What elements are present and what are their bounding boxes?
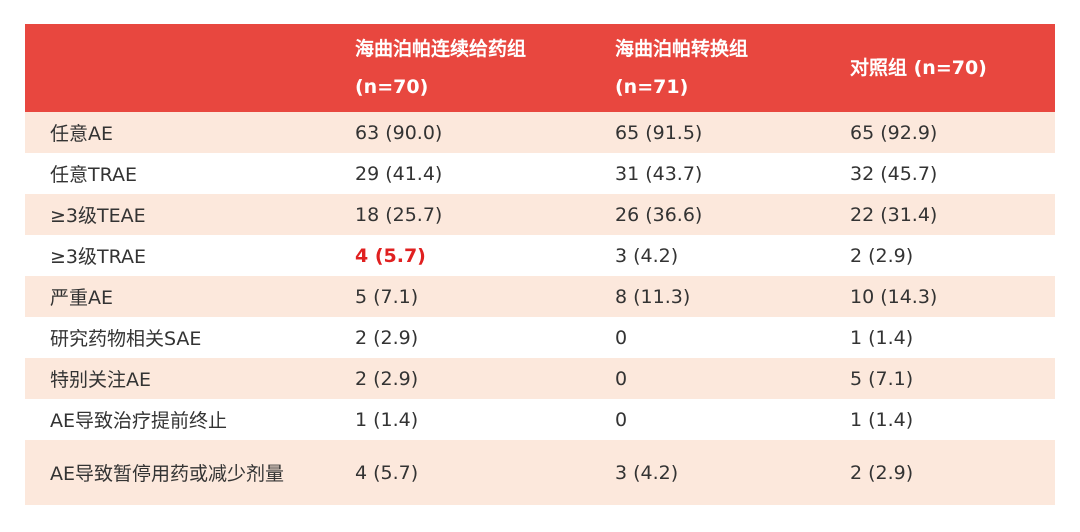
- table-row: 任意AE 63 (90.0) 65 (91.5) 65 (92.9): [25, 112, 1055, 153]
- header-cell: 对照组 (n=70): [850, 24, 1055, 112]
- value-cell: 0: [615, 408, 628, 431]
- value-cell: 63 (90.0): [355, 112, 615, 153]
- row-label: ≥3级TRAE: [50, 246, 147, 268]
- row-label: 任意TRAE: [50, 164, 138, 186]
- table-row: 严重AE 5 (7.1) 8 (11.3) 10 (14.3): [25, 276, 1055, 317]
- value-cell: 18 (25.7): [355, 194, 615, 235]
- header-line: 海曲泊帕转换组: [615, 38, 749, 60]
- row-label: AE导致治疗提前终止: [50, 410, 228, 432]
- header-cell: 海曲泊帕连续给药组 (n=70): [355, 24, 615, 112]
- header-line: 对照组 (n=70): [850, 57, 987, 79]
- value-cell: 3 (4.2): [615, 244, 679, 267]
- header-line: (n=71): [615, 76, 689, 98]
- table-row: 特别关注AE 2 (2.9) 0 5 (7.1): [25, 358, 1055, 399]
- value-cell: 32 (45.7): [850, 162, 938, 185]
- value-cell: 10 (14.3): [850, 276, 1055, 317]
- header-cell: [25, 24, 355, 112]
- header-row: 海曲泊帕连续给药组 (n=70) 海曲泊帕转换组 (n=71) 对照组 (n=70): [25, 24, 1055, 112]
- value-cell: 31 (43.7): [615, 162, 703, 185]
- row-label: ≥3级TEAE: [25, 194, 355, 235]
- value-cell: 4 (5.7): [355, 244, 426, 267]
- table-row: AE导致治疗提前终止 1 (1.4) 0 1 (1.4): [25, 399, 1055, 440]
- value-cell: 65 (91.5): [615, 112, 850, 153]
- row-label: 严重AE: [25, 276, 355, 317]
- header-cell: 海曲泊帕转换组 (n=71): [615, 24, 850, 112]
- value-cell: 1 (1.4): [850, 326, 914, 349]
- value-cell: 3 (4.2): [615, 440, 850, 505]
- value-cell: 2 (2.9): [850, 440, 1055, 505]
- header-line: 海曲泊帕连续给药组: [355, 38, 527, 60]
- value-cell: 65 (92.9): [850, 112, 1055, 153]
- table-row: ≥3级TRAE 4 (5.7) 3 (4.2) 2 (2.9): [25, 235, 1055, 276]
- value-cell: 0: [615, 358, 850, 399]
- table-row: 研究药物相关SAE 2 (2.9) 0 1 (1.4): [25, 317, 1055, 358]
- value-cell: 8 (11.3): [615, 276, 850, 317]
- value-cell: 1 (1.4): [355, 408, 419, 431]
- table-row: 任意TRAE 29 (41.4) 31 (43.7) 32 (45.7): [25, 153, 1055, 194]
- value-cell: 2 (2.9): [355, 326, 419, 349]
- table-row: AE导致暂停用药或减少剂量 4 (5.7) 3 (4.2) 2 (2.9): [25, 440, 1055, 505]
- value-cell: 22 (31.4): [850, 194, 1055, 235]
- value-cell: 2 (2.9): [850, 244, 914, 267]
- ae-table: 海曲泊帕连续给药组 (n=70) 海曲泊帕转换组 (n=71) 对照组 (n=70) 任…: [25, 24, 1055, 505]
- value-cell: 2 (2.9): [355, 358, 615, 399]
- value-cell: 26 (36.6): [615, 194, 850, 235]
- value-cell: 0: [615, 326, 628, 349]
- value-cell: 1 (1.4): [850, 408, 914, 431]
- value-cell: 5 (7.1): [355, 276, 615, 317]
- header-line: (n=70): [355, 76, 429, 98]
- row-label: 特别关注AE: [25, 358, 355, 399]
- row-label: 任意AE: [25, 112, 355, 153]
- value-cell: 29 (41.4): [355, 162, 443, 185]
- row-label: AE导致暂停用药或减少剂量: [25, 440, 355, 505]
- row-label: 研究药物相关SAE: [50, 328, 202, 350]
- value-cell: 5 (7.1): [850, 358, 1055, 399]
- value-cell: 4 (5.7): [355, 440, 615, 505]
- table-row: ≥3级TEAE 18 (25.7) 26 (36.6) 22 (31.4): [25, 194, 1055, 235]
